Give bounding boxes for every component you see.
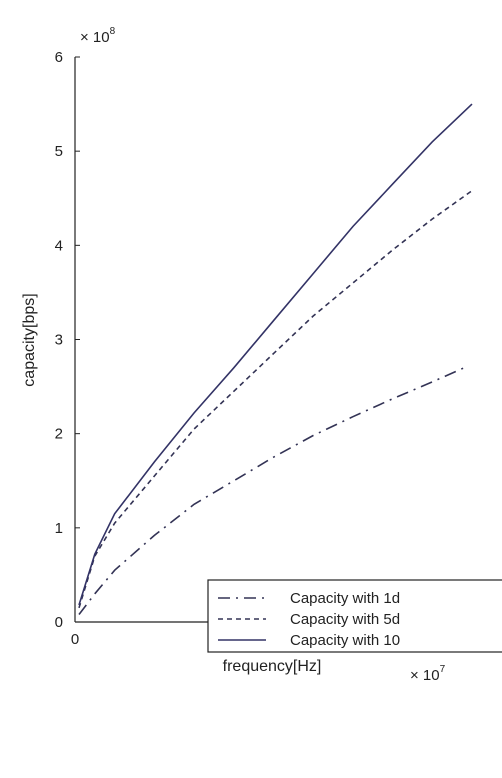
series-line-1 [78, 367, 465, 615]
y-tick-label: 2 [55, 426, 63, 443]
tick-group: 01234560510 [55, 49, 481, 648]
y-axis-label: capacity[bps] [21, 293, 38, 386]
series-group [78, 103, 473, 615]
y-tick-label: 3 [55, 332, 63, 349]
legend-label-2: Capacity with 5d [290, 611, 400, 628]
legend-label-3: Capacity with 10 [290, 632, 400, 649]
y-tick-label: 1 [55, 520, 63, 537]
series-line-2 [78, 190, 473, 609]
y-tick-label: 6 [55, 49, 63, 66]
legend-label-1: Capacity with 1d [290, 590, 400, 607]
y-multiplier-base: × 10 [80, 29, 110, 46]
y-tick-label: 0 [55, 614, 63, 631]
x-multiplier-exponent: 7 [440, 664, 446, 675]
y-multiplier-exponent: 8 [110, 26, 116, 37]
y-tick-label: 5 [55, 143, 63, 160]
series-line-3 [78, 103, 473, 606]
y-tick-label: 4 [55, 237, 63, 254]
x-axis-label: frequency[Hz] [223, 658, 322, 675]
x-multiplier-label: × 107 [410, 664, 446, 684]
legend-entries: Capacity with 1d Capacity with 5d Capacity… [218, 590, 400, 649]
y-multiplier-label: × 108 [80, 26, 116, 46]
x-multiplier-base: × 10 [410, 667, 440, 684]
legend: Capacity with 1d Capacity with 5d Capacity… [207, 579, 502, 653]
x-tick-label: 0 [71, 631, 79, 648]
